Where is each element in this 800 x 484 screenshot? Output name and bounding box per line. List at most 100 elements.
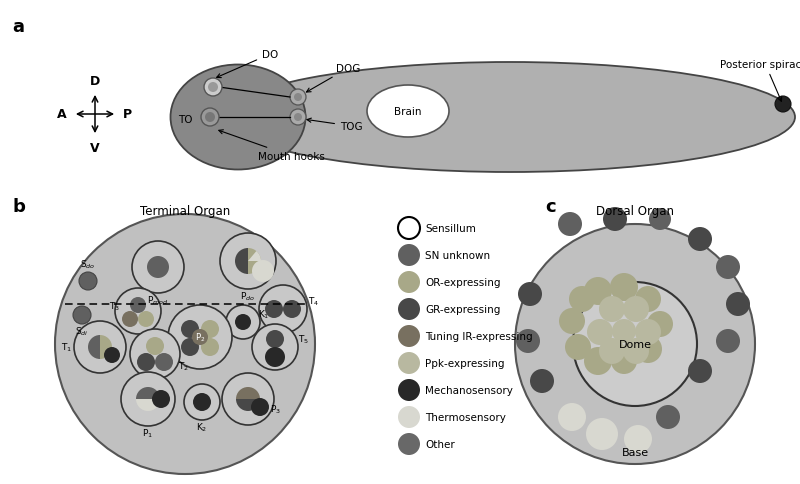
Text: P$_1$: P$_1$ — [142, 427, 154, 439]
Text: T$_5$: T$_5$ — [298, 333, 309, 346]
Circle shape — [515, 225, 755, 464]
Circle shape — [155, 353, 173, 371]
Circle shape — [612, 319, 636, 343]
Text: DOG: DOG — [306, 64, 360, 93]
Text: K$_2$: K$_2$ — [196, 421, 208, 434]
Text: Brain: Brain — [394, 107, 422, 117]
Text: b: b — [12, 197, 25, 215]
Circle shape — [205, 113, 215, 123]
Text: Dorsal Organ: Dorsal Organ — [596, 205, 674, 217]
Text: S$_{di}$: S$_{di}$ — [75, 325, 89, 338]
Circle shape — [138, 311, 154, 327]
Wedge shape — [248, 252, 261, 261]
Circle shape — [252, 324, 298, 370]
Text: TOG: TOG — [307, 119, 362, 132]
Text: Terminal Organ: Terminal Organ — [140, 205, 230, 217]
Text: Posterior spiracle: Posterior spiracle — [720, 60, 800, 102]
Circle shape — [688, 359, 712, 383]
Text: P$_3$: P$_3$ — [270, 403, 281, 415]
Circle shape — [716, 329, 740, 353]
Text: P: P — [123, 108, 132, 121]
Text: Thermosensory: Thermosensory — [425, 412, 506, 422]
Text: Mechanosensory: Mechanosensory — [425, 385, 513, 395]
Circle shape — [208, 83, 218, 93]
Circle shape — [635, 287, 661, 312]
Text: Base: Base — [622, 447, 649, 457]
Circle shape — [398, 352, 420, 374]
Text: Tuning IR-expressing: Tuning IR-expressing — [425, 332, 533, 341]
Text: T$_1$: T$_1$ — [61, 341, 72, 353]
Circle shape — [192, 329, 208, 345]
Circle shape — [226, 305, 260, 339]
Circle shape — [623, 338, 649, 364]
Circle shape — [265, 348, 285, 367]
Text: GR-expressing: GR-expressing — [425, 304, 500, 314]
Circle shape — [265, 301, 283, 318]
Circle shape — [137, 353, 155, 371]
Circle shape — [726, 292, 750, 317]
Circle shape — [146, 337, 164, 355]
Wedge shape — [236, 399, 260, 411]
Text: D: D — [90, 75, 100, 88]
Circle shape — [398, 298, 420, 320]
Circle shape — [599, 296, 625, 322]
Circle shape — [201, 109, 219, 127]
Circle shape — [122, 311, 138, 327]
Text: T$_2$: T$_2$ — [178, 360, 189, 373]
Circle shape — [121, 372, 175, 426]
Wedge shape — [136, 387, 160, 399]
Circle shape — [193, 393, 211, 411]
Circle shape — [147, 257, 169, 278]
Text: A: A — [58, 108, 67, 121]
Text: Mouth hooks: Mouth hooks — [218, 131, 325, 162]
Circle shape — [220, 233, 276, 289]
Circle shape — [775, 97, 791, 113]
Circle shape — [168, 305, 232, 369]
Circle shape — [624, 425, 652, 453]
Text: T$_4$: T$_4$ — [308, 295, 319, 308]
Circle shape — [647, 311, 673, 337]
Circle shape — [115, 288, 161, 334]
Text: c: c — [545, 197, 556, 215]
Circle shape — [716, 256, 740, 279]
Circle shape — [398, 406, 420, 428]
Text: TO: TO — [178, 115, 193, 125]
Circle shape — [283, 301, 301, 318]
Wedge shape — [235, 261, 248, 274]
Circle shape — [584, 348, 612, 375]
Text: T$_3$: T$_3$ — [109, 300, 120, 313]
Text: P$_{mod}$: P$_{mod}$ — [147, 294, 169, 307]
Circle shape — [584, 277, 612, 305]
Circle shape — [623, 296, 649, 322]
Circle shape — [611, 348, 637, 374]
Circle shape — [290, 90, 306, 106]
Circle shape — [656, 405, 680, 429]
Text: Other: Other — [425, 439, 454, 449]
Circle shape — [516, 329, 540, 353]
Wedge shape — [248, 261, 261, 274]
Circle shape — [201, 338, 219, 356]
Circle shape — [79, 272, 97, 290]
Text: Ppk-expressing: Ppk-expressing — [425, 358, 505, 368]
Circle shape — [235, 314, 251, 330]
Circle shape — [398, 325, 420, 348]
Circle shape — [518, 283, 542, 306]
Circle shape — [181, 320, 199, 338]
Circle shape — [398, 379, 420, 401]
Wedge shape — [100, 335, 112, 359]
Circle shape — [252, 260, 274, 283]
Circle shape — [259, 286, 307, 333]
Circle shape — [222, 373, 274, 425]
Circle shape — [251, 398, 269, 416]
Ellipse shape — [170, 65, 306, 170]
Wedge shape — [236, 387, 260, 399]
Circle shape — [398, 217, 420, 240]
Circle shape — [634, 335, 662, 363]
Circle shape — [73, 306, 91, 324]
Circle shape — [398, 433, 420, 455]
Circle shape — [181, 338, 199, 356]
Wedge shape — [136, 399, 160, 411]
Circle shape — [152, 390, 170, 408]
Circle shape — [573, 283, 697, 406]
Wedge shape — [235, 248, 248, 261]
